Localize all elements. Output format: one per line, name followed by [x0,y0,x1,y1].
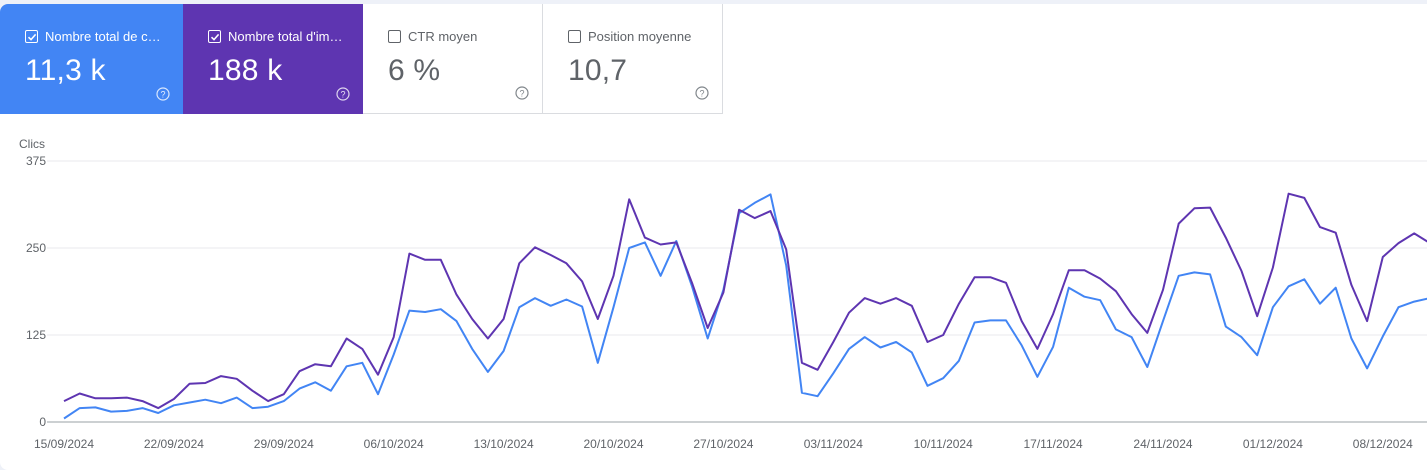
grid [47,160,1427,423]
metric-cards: Nombre total de c… 11,3 k ? Nombre total… [0,4,723,114]
card-value: 11,3 k [25,54,106,87]
card-value: 6 % [388,54,441,87]
series-line-clicks [63,193,1427,420]
card-avg-position[interactable]: Position moyenne 10,7 ? [543,4,723,114]
card-total-clicks[interactable]: Nombre total de c… 11,3 k ? [0,4,183,114]
x-tick-label: 03/11/2024 [804,437,863,451]
help-circle-icon[interactable]: ? [515,86,529,100]
help-circle-icon[interactable]: ? [695,86,709,100]
performance-panel: Nombre total de c… 11,3 k ? Nombre total… [0,4,1427,470]
y-tick-label: 0 [39,415,46,429]
card-value: 10,7 [568,54,628,87]
checkbox-icon[interactable] [25,30,38,43]
y-tick-label: 375 [26,154,46,168]
x-tick-label: 13/10/2024 [474,437,534,451]
x-tick-label: 15/09/2024 [34,437,94,451]
card-label: Nombre total de c… [45,29,161,44]
series-lines [63,192,1427,420]
card-label: Nombre total d'im… [228,29,343,44]
y-tick-label: 250 [26,241,46,255]
x-tick-label: 17/11/2024 [1024,437,1083,451]
checkbox-icon[interactable] [388,30,401,43]
y-axis-label: Clics [19,137,45,151]
performance-chart: Clics 375 250 125 0 15/09/2024 22/09/2024 29/… [19,137,1427,451]
x-tick-label: 08/12/2024 [1353,437,1413,451]
checkbox-icon[interactable] [568,30,581,43]
x-tick-label: 01/12/2024 [1243,437,1303,451]
y-tick-label: 125 [26,328,46,342]
svg-text:?: ? [160,89,165,99]
card-label: CTR moyen [408,29,478,44]
x-tick-label: 29/09/2024 [254,437,314,451]
x-axis-ticks: 15/09/2024 22/09/2024 29/09/2024 06/10/2024… [34,437,1413,451]
x-tick-label: 10/11/2024 [914,437,973,451]
card-label: Position moyenne [588,29,692,44]
card-value: 188 k [208,54,283,87]
x-tick-label: 20/10/2024 [583,437,643,451]
x-tick-label: 06/10/2024 [364,437,424,451]
card-total-impressions[interactable]: Nombre total d'im… 188 k ? [183,4,363,114]
x-tick-label: 27/10/2024 [693,437,753,451]
svg-text:?: ? [519,88,524,98]
card-avg-ctr[interactable]: CTR moyen 6 % ? [363,4,543,114]
help-circle-icon[interactable]: ? [336,87,350,101]
y-axis-ticks: 375 250 125 0 [26,154,46,429]
x-tick-label: 24/11/2024 [1133,437,1192,451]
checkbox-icon[interactable] [208,30,221,43]
help-circle-icon[interactable]: ? [156,87,170,101]
series-line-impressions [63,192,1427,410]
svg-text:?: ? [699,88,704,98]
svg-text:?: ? [340,89,345,99]
x-tick-label: 22/09/2024 [144,437,204,451]
